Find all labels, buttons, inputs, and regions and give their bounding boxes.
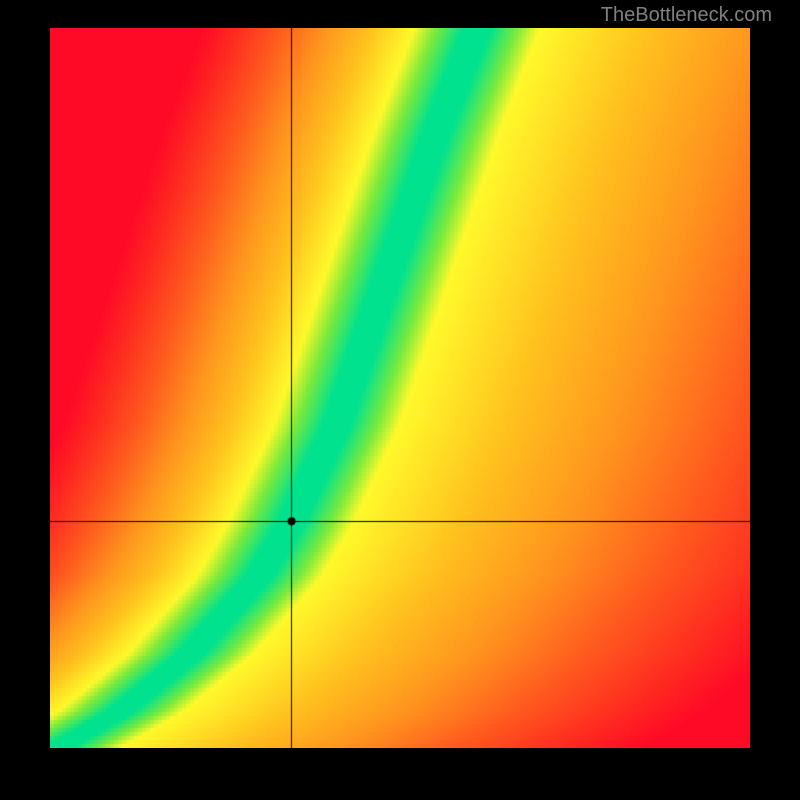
heatmap-canvas <box>50 28 750 748</box>
bottleneck-heatmap <box>50 28 750 748</box>
watermark-text: TheBottleneck.com <box>601 4 772 27</box>
